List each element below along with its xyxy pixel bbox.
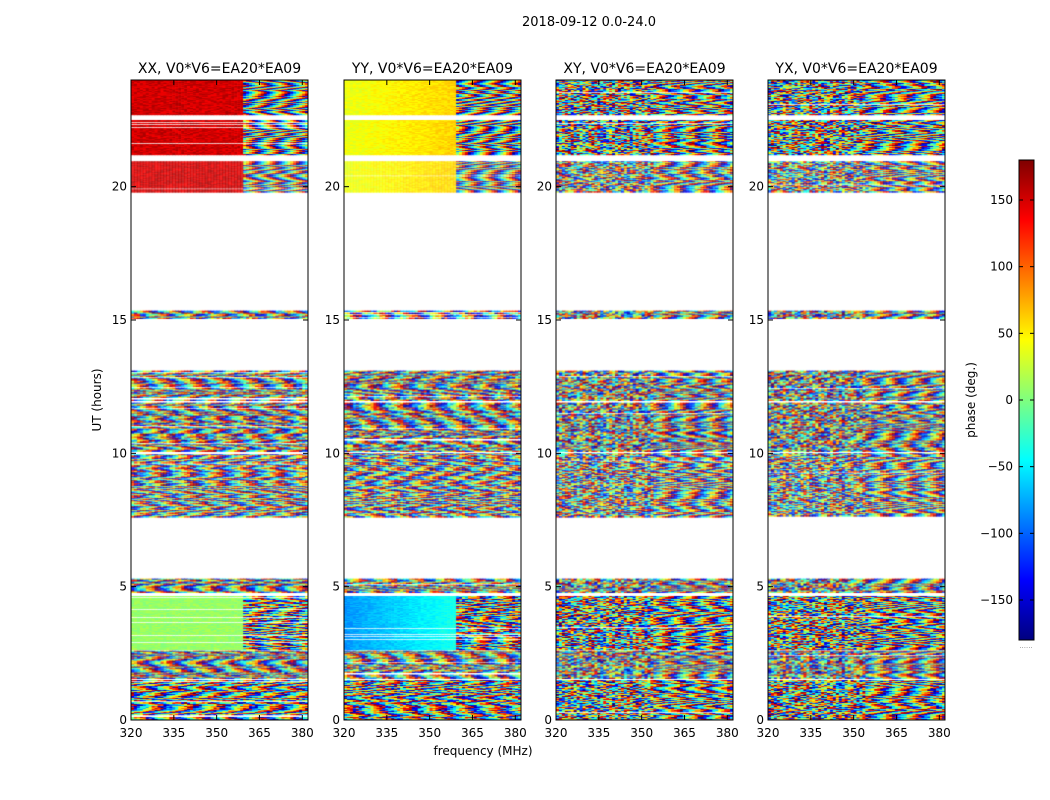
- x-tick-label: 365: [673, 726, 696, 740]
- x-tick-label: 335: [375, 726, 398, 740]
- colorbar-tick-label: 100: [990, 260, 1013, 274]
- x-tick-label: 335: [799, 726, 822, 740]
- y-tick-label: 5: [544, 580, 552, 594]
- y-tick-label: 20: [325, 180, 340, 194]
- panel-frame: [767, 79, 946, 721]
- panel-title: XY, V0*V6=EA20*EA09: [563, 61, 725, 77]
- y-tick-label: 0: [544, 713, 552, 727]
- colorbar-ticks: 150 100 50 0 −50 −100 −150: [980, 193, 1034, 607]
- y-tick-label: 10: [325, 446, 340, 460]
- panel-2: XY, V0*V6=EA20*EA09 320 335 350 365 380 0 5 10 15…: [537, 61, 739, 740]
- x-tick-label: 380: [291, 726, 314, 740]
- y-tick-label: 5: [119, 580, 127, 594]
- y-tick-label: 10: [749, 446, 764, 460]
- x-tick-label: 320: [120, 726, 143, 740]
- x-tick-label: 320: [757, 726, 780, 740]
- panel-frame: [130, 79, 309, 721]
- x-tick-label: 320: [333, 726, 356, 740]
- phase-heatmap: [131, 80, 308, 720]
- x-tick-label: 365: [885, 726, 908, 740]
- colorbar-tick-label: −150: [980, 593, 1013, 607]
- x-tick-label: 350: [630, 726, 653, 740]
- x-tick-label: 350: [842, 726, 865, 740]
- y-tick-label: 20: [537, 180, 552, 194]
- colorbar-tick-label: 50: [998, 326, 1013, 340]
- x-tick-label: 380: [928, 726, 951, 740]
- figure-title: 2018-09-12 0.0-24.0: [522, 15, 656, 30]
- y-tick-label: 15: [112, 313, 127, 327]
- panels: XX, V0*V6=EA20*EA09 320 335 350 365 380 0 5 10 15…: [112, 61, 951, 740]
- panel-title: XX, V0*V6=EA20*EA09: [138, 61, 301, 77]
- x-tick-label: 365: [461, 726, 484, 740]
- colorbar-tick-label: 150: [990, 193, 1013, 207]
- phase-heatmap: [344, 80, 521, 720]
- y-axis-label: UT (hours): [90, 368, 104, 431]
- panel-1: YY, V0*V6=EA20*EA09 320 335 350 365 380 0 5 10 15…: [325, 61, 527, 740]
- y-tick-label: 20: [749, 180, 764, 194]
- x-tick-label: 335: [587, 726, 610, 740]
- panel-frame: [555, 79, 734, 721]
- y-tick-label: 0: [119, 713, 127, 727]
- panel-0: XX, V0*V6=EA20*EA09 320 335 350 365 380 0 5 10 15…: [112, 61, 314, 740]
- phase-heatmap: [556, 80, 733, 720]
- y-tick-label: 0: [756, 713, 764, 727]
- y-tick-label: 0: [332, 713, 340, 727]
- x-tick-label: 320: [545, 726, 568, 740]
- x-tick-label: 335: [162, 726, 185, 740]
- x-tick-label: 380: [504, 726, 527, 740]
- colorbar-label: phase (deg.): [964, 362, 978, 438]
- x-tick-label: 350: [418, 726, 441, 740]
- y-tick-label: 15: [325, 313, 340, 327]
- x-axis-label: frequency (MHz): [433, 744, 532, 758]
- phase-heatmap: [768, 80, 945, 720]
- y-tick-label: 10: [537, 446, 552, 460]
- panel-title: YY, V0*V6=EA20*EA09: [351, 61, 513, 77]
- colorbar-footnote: ......: [1019, 642, 1032, 650]
- colorbar-tick-label: −100: [980, 526, 1013, 540]
- y-tick-label: 20: [112, 180, 127, 194]
- colorbar-tick-label: 0: [1005, 393, 1013, 407]
- panel-3: YX, V0*V6=EA20*EA09 320 335 350 365 380 0 5 10 15…: [749, 61, 951, 740]
- colorbar: 150 100 50 0 −50 −100 −150 phase (deg.) ......: [964, 159, 1035, 650]
- y-tick-label: 10: [112, 446, 127, 460]
- y-tick-label: 5: [756, 580, 764, 594]
- x-tick-label: 380: [716, 726, 739, 740]
- x-tick-label: 365: [248, 726, 271, 740]
- panel-frame: [343, 79, 522, 721]
- y-tick-label: 5: [332, 580, 340, 594]
- colorbar-tick-label: −50: [988, 460, 1013, 474]
- y-tick-label: 15: [537, 313, 552, 327]
- y-tick-label: 15: [749, 313, 764, 327]
- x-tick-label: 350: [205, 726, 228, 740]
- panel-title: YX, V0*V6=EA20*EA09: [774, 61, 937, 77]
